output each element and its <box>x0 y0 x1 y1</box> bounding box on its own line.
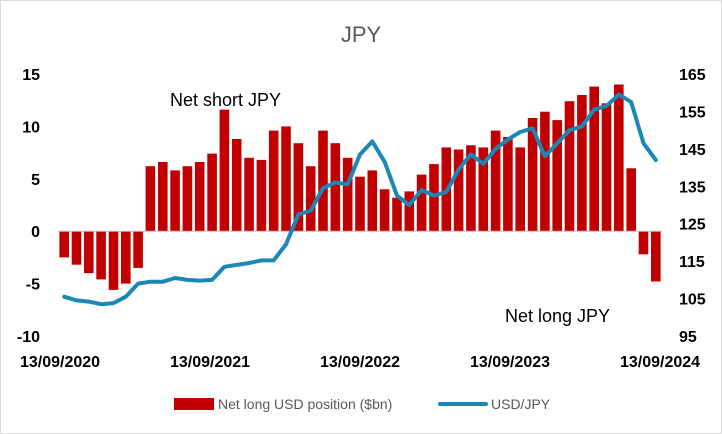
bar <box>601 103 612 232</box>
bar <box>503 136 513 232</box>
usdjpy-line <box>62 92 658 307</box>
right-axis-tick-label: 105 <box>679 292 706 309</box>
bar <box>145 166 156 232</box>
x-axis-labels: 13/09/2020 13/09/2021 13/09/2022 13/09/2023… <box>20 354 700 371</box>
chart-title: JPY <box>341 22 382 47</box>
bar <box>108 231 119 290</box>
bar <box>577 95 587 232</box>
bar <box>416 174 427 232</box>
bar <box>330 143 341 232</box>
right-axis-tick-label: 145 <box>679 142 706 159</box>
bar <box>133 231 143 268</box>
x-axis-tick-label: 13/09/2024 <box>620 354 700 371</box>
x-axis-tick-label: 13/09/2022 <box>320 354 400 371</box>
left-axis-tick-label: 15 <box>22 67 40 84</box>
bar <box>515 147 525 232</box>
bar <box>490 130 501 232</box>
bar <box>404 191 415 232</box>
left-axis-tick-label: -5 <box>26 277 40 294</box>
bar <box>478 147 489 232</box>
left-axis-tick-label: -10 <box>17 329 40 346</box>
bar <box>589 86 599 232</box>
bar <box>59 231 69 258</box>
bar <box>342 157 353 232</box>
bar <box>614 84 624 232</box>
bar <box>355 176 365 232</box>
bar <box>453 149 464 232</box>
annotation-net-long: Net long JPY <box>505 306 610 326</box>
bar <box>466 145 476 232</box>
right-axis-labels: 95 105 115 125 135 145 155 165 <box>679 67 706 346</box>
bar <box>367 170 378 232</box>
bar <box>71 231 82 265</box>
annotation-net-short: Net short JPY <box>170 90 281 110</box>
bar <box>281 126 291 232</box>
bar <box>651 231 661 282</box>
bar <box>182 166 193 232</box>
legend-line-label: USD/JPY <box>491 396 551 412</box>
legend-bar-label: Net long USD position ($bn) <box>218 396 392 412</box>
x-axis-tick-label: 13/09/2020 <box>20 354 100 371</box>
bar <box>194 162 205 232</box>
bar <box>626 168 636 232</box>
right-axis-tick-label: 135 <box>679 179 706 196</box>
bar <box>305 166 316 232</box>
bar <box>429 164 439 232</box>
bar <box>564 101 575 232</box>
bar <box>96 231 106 280</box>
right-axis-tick-label: 165 <box>679 67 706 84</box>
bar <box>231 139 242 232</box>
left-axis-tick-label: 5 <box>31 172 40 189</box>
right-axis-tick-label: 95 <box>679 329 697 346</box>
left-axis-tick-label: 10 <box>22 119 40 136</box>
x-axis-tick-label: 13/09/2023 <box>470 354 550 371</box>
bar <box>392 197 402 232</box>
bar <box>170 170 180 232</box>
bar-series <box>59 84 661 290</box>
bar <box>293 143 304 232</box>
legend: Net long USD position ($bn) USD/JPY <box>174 396 551 412</box>
right-axis-tick-label: 115 <box>679 254 705 271</box>
left-axis-labels: -10 -5 0 5 10 15 <box>17 67 40 346</box>
bar <box>318 130 328 232</box>
bar <box>207 153 217 232</box>
bar <box>256 159 267 232</box>
bar <box>552 120 562 232</box>
right-axis-tick-label: 125 <box>679 217 706 234</box>
bar <box>84 231 94 274</box>
bar <box>158 162 168 232</box>
left-axis-tick-label: 0 <box>31 224 40 241</box>
bar <box>540 111 550 232</box>
bar <box>527 118 538 232</box>
right-axis-tick-label: 155 <box>679 104 706 121</box>
bar <box>268 130 279 232</box>
bar <box>379 189 390 232</box>
bar <box>244 157 254 232</box>
bar <box>638 231 649 255</box>
bar <box>121 231 131 284</box>
bar <box>219 109 230 232</box>
legend-bar-swatch <box>174 398 214 410</box>
x-axis-tick-label: 13/09/2021 <box>170 354 250 371</box>
